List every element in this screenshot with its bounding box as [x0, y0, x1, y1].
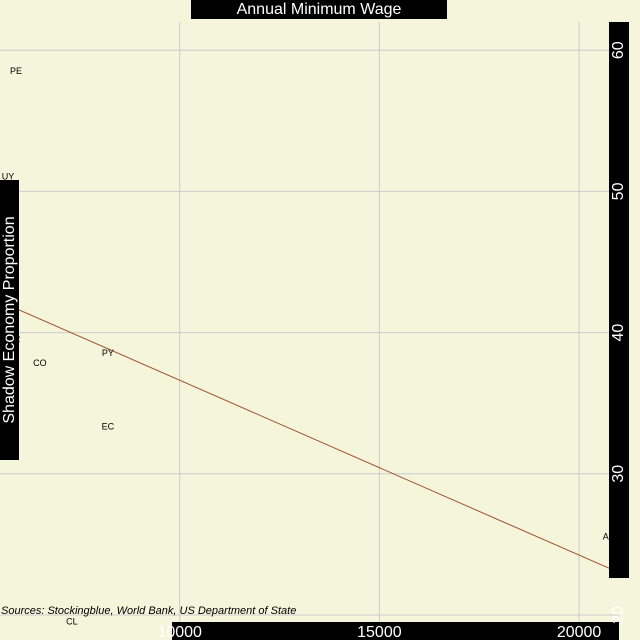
- source-note: Sources: Stockingblue, World Bank, US De…: [1, 605, 297, 617]
- y-tick-label: 50: [610, 182, 627, 200]
- grid-lines: [0, 22, 619, 622]
- point-label-co: CO: [33, 358, 47, 368]
- point-label-py: PY: [102, 348, 114, 358]
- point-label-ec: EC: [102, 422, 115, 432]
- y-tick-labels: 20 30 40 50 60: [610, 41, 627, 624]
- y-axis-label-box: [0, 180, 19, 460]
- x-tick-label: 15000: [357, 624, 402, 640]
- x-tick-label: 20000: [557, 624, 602, 640]
- y-tick-label: 30: [610, 465, 627, 483]
- trend-line: [0, 301, 620, 574]
- point-label-cl: CL: [66, 616, 78, 626]
- y-tick-label: 60: [610, 41, 627, 59]
- x-tick-label: 10000: [157, 624, 202, 640]
- y-tick-label: 20: [610, 606, 627, 624]
- point-label-pe: PE: [10, 66, 22, 76]
- x-tick-labels: 10000 15000 20000: [157, 624, 601, 640]
- trend-layer: [0, 301, 620, 574]
- chart-title: Annual Minimum Wage: [191, 0, 447, 19]
- x-tick-bar: [172, 622, 619, 640]
- y-tick-bar: [609, 22, 629, 578]
- y-tick-label: 40: [610, 324, 627, 342]
- point-label-uy: UY: [2, 172, 15, 182]
